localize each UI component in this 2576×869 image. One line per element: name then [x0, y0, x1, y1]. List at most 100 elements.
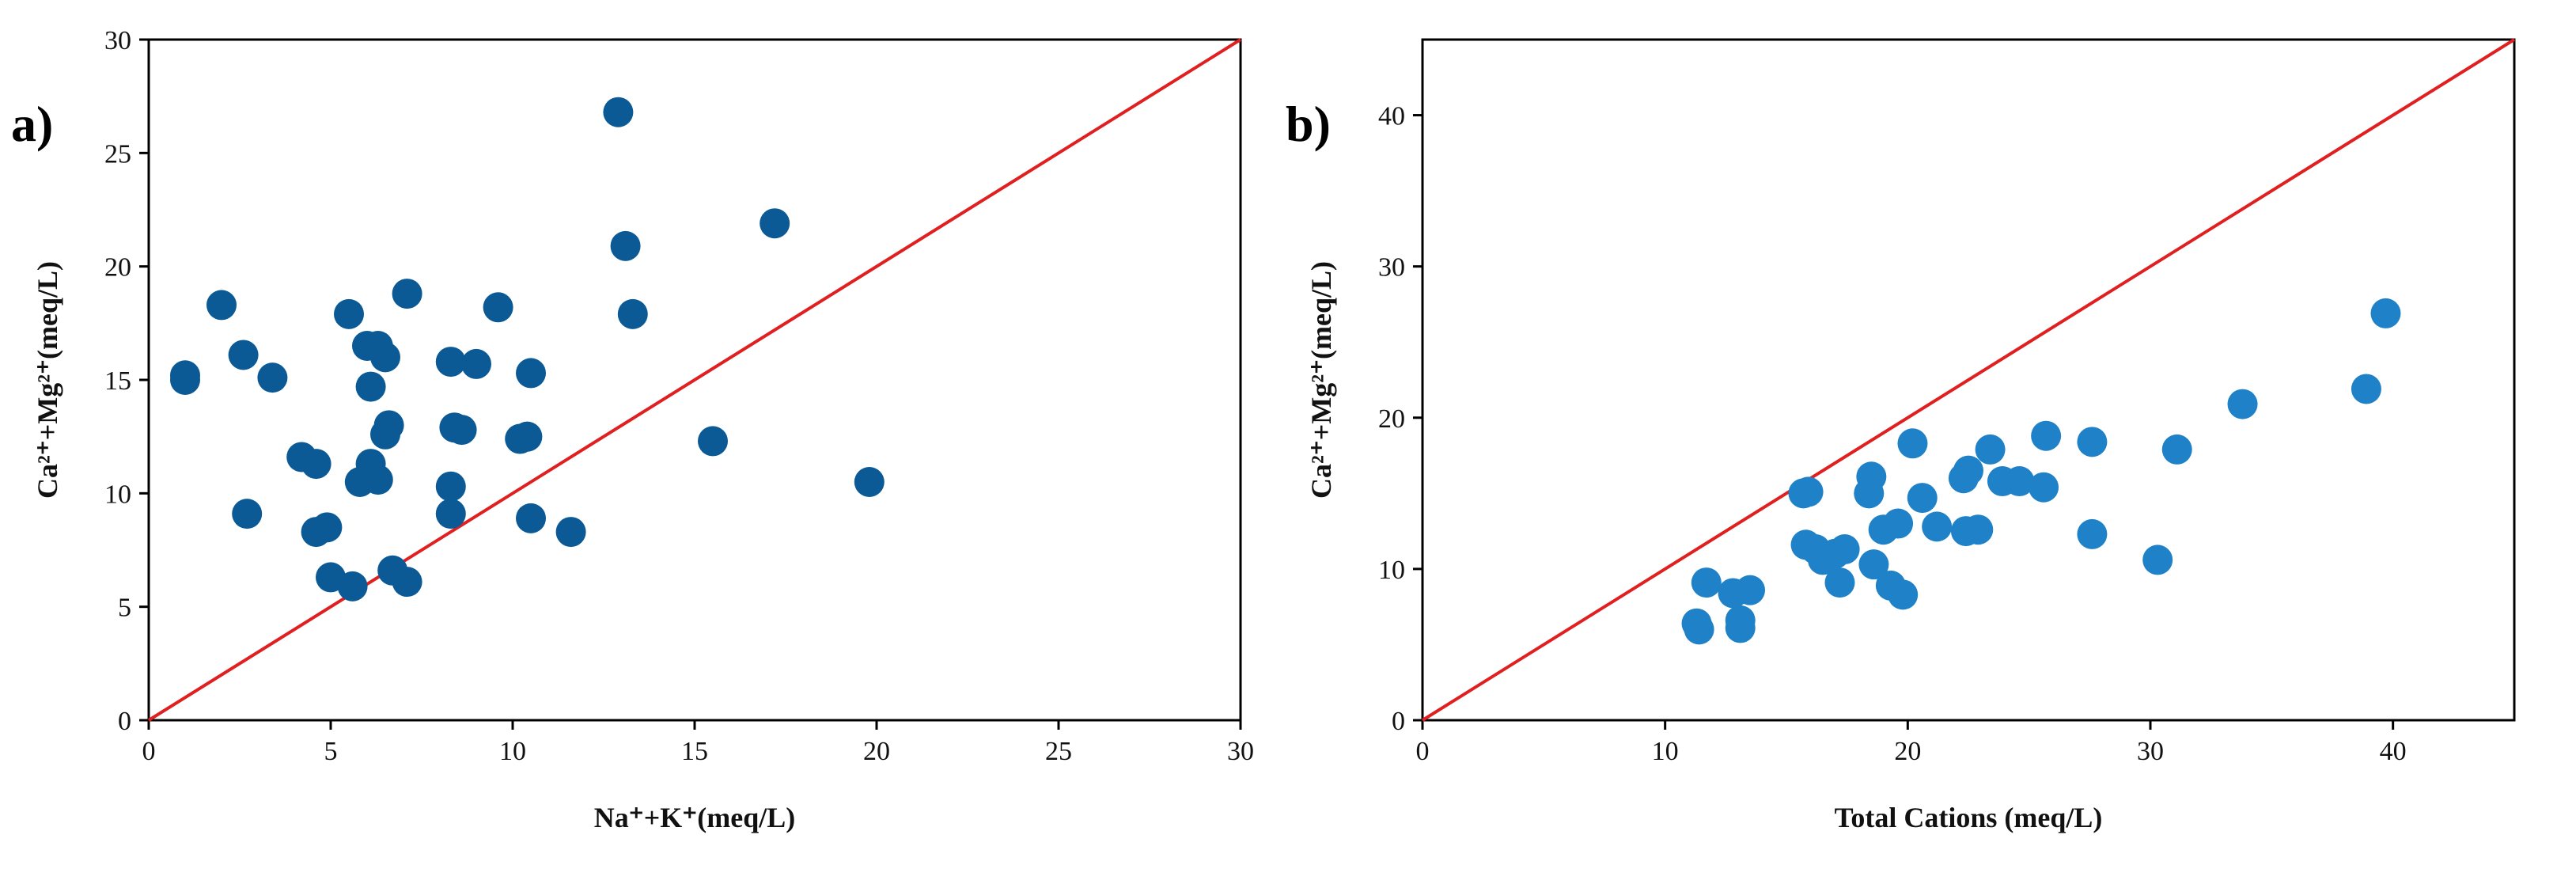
data-point [698, 426, 728, 457]
data-point [2161, 434, 2192, 465]
data-point [1888, 579, 1919, 610]
panel-label-a: a) [11, 96, 53, 152]
data-point [392, 279, 422, 309]
points-a [170, 97, 885, 601]
x-tick-label: 20 [1894, 737, 1921, 766]
data-point [2370, 298, 2401, 328]
data-point [555, 517, 586, 548]
plot-frame-b [1421, 38, 2516, 722]
x-axis-label-a: Na⁺+K⁺(meq/L) [594, 802, 796, 833]
data-point [2227, 389, 2258, 419]
data-point [483, 292, 513, 323]
data-point [2142, 545, 2173, 575]
data-point [228, 340, 259, 370]
data-point [2077, 518, 2108, 549]
data-point [370, 342, 400, 373]
x-tick-label: 30 [2137, 737, 2164, 766]
data-point [854, 467, 885, 497]
data-point [1824, 567, 1855, 598]
data-point [2029, 472, 2059, 503]
data-point [435, 499, 466, 529]
one-to-one-line [147, 38, 1242, 722]
data-point [1963, 514, 1994, 545]
y-tick-label: 10 [1378, 556, 1405, 585]
data-point [392, 567, 422, 598]
y-tick-label: 5 [118, 594, 131, 623]
data-point [2351, 374, 2381, 404]
y-tick-label: 30 [1378, 253, 1405, 283]
data-point [257, 362, 288, 393]
data-point [516, 503, 546, 533]
data-point [373, 410, 404, 441]
x-tick-label: 5 [324, 737, 338, 766]
y-tick-label: 25 [104, 139, 131, 169]
points-b [1681, 298, 2401, 645]
data-point [170, 360, 200, 391]
data-point [1907, 483, 1938, 514]
data-point [446, 415, 477, 446]
data-point [337, 571, 368, 601]
data-point [1856, 461, 1887, 492]
data-point [516, 358, 546, 389]
data-point [1897, 428, 1928, 459]
y-tick-label: 20 [104, 253, 131, 283]
data-point [1975, 434, 2006, 465]
panel-b: b) Total Cations (meq/L) Ca²⁺+Mg²⁺(meq/L… [1286, 38, 2516, 833]
data-point [1735, 575, 1765, 605]
data-point [312, 512, 343, 543]
data-point [2004, 466, 2035, 497]
data-point [1684, 614, 1714, 645]
x-tick-label: 25 [1045, 737, 1072, 766]
one-to-one-line [1421, 38, 2516, 722]
y-tick-label: 0 [1392, 707, 1405, 736]
panel-label-b: b) [1286, 96, 1331, 152]
y-axis-label-b: Ca²⁺+Mg²⁺(meq/L) [1305, 261, 1337, 499]
data-point [435, 347, 466, 378]
x-tick-label: 30 [1227, 737, 1254, 766]
y-tick-label: 10 [104, 480, 131, 509]
data-point [1858, 549, 1889, 580]
panel-a: a) Na⁺+K⁺(meq/L) Ca²⁺+Mg²⁺(meq/L) 0 5 10 15… [11, 26, 1254, 833]
data-point [760, 208, 790, 239]
data-point [355, 371, 386, 402]
reference-line-b [1421, 38, 2516, 722]
x-tick-label: 0 [1416, 737, 1430, 766]
y-tick-label: 40 [1378, 102, 1405, 131]
data-point [362, 465, 393, 495]
data-point [2077, 427, 2108, 457]
y-axis-label-a: Ca²⁺+Mg²⁺(meq/L) [32, 261, 63, 499]
data-point [232, 499, 263, 529]
data-point [435, 471, 466, 502]
data-point [610, 230, 641, 261]
x-tick-label: 40 [2380, 737, 2407, 766]
data-point [1725, 613, 1756, 643]
x-tick-label: 0 [142, 737, 156, 766]
data-point [1922, 511, 1953, 542]
data-point [2031, 420, 2062, 451]
data-point [461, 348, 491, 379]
x-ticks-a: 0 5 10 15 20 25 30 [142, 720, 1254, 766]
reference-line-a [147, 38, 1242, 722]
x-tick-label: 15 [681, 737, 708, 766]
data-point [206, 290, 237, 321]
data-point [1953, 455, 1983, 486]
y-tick-label: 30 [104, 26, 131, 55]
data-point [1883, 508, 1914, 539]
data-point [334, 298, 364, 329]
data-point [603, 97, 634, 127]
x-axis-label-b: Total Cations (meq/L) [1835, 802, 2103, 833]
y-ticks-b: 0 10 20 30 40 [1378, 102, 1422, 736]
data-point [617, 298, 648, 329]
x-tick-label: 20 [863, 737, 890, 766]
y-tick-label: 0 [118, 707, 131, 736]
y-ticks-a: 0 5 10 15 20 25 30 [104, 26, 149, 736]
data-point [1793, 476, 1824, 507]
x-tick-label: 10 [1652, 737, 1679, 766]
data-point [1691, 567, 1722, 598]
y-tick-label: 15 [104, 366, 131, 396]
data-point [512, 421, 543, 452]
data-point [1829, 534, 1860, 565]
y-tick-label: 20 [1378, 404, 1405, 434]
x-tick-label: 10 [499, 737, 526, 766]
